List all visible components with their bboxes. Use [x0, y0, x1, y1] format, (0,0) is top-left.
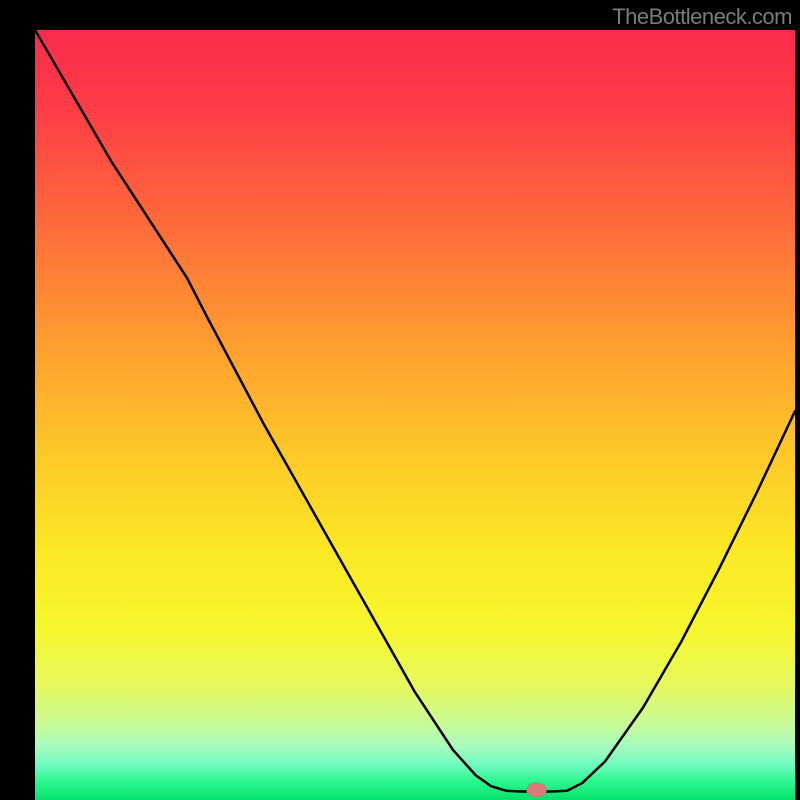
chart-container: TheBottleneck.com	[0, 0, 800, 800]
bottleneck-plot-svg	[0, 0, 800, 800]
optimal-point-marker	[527, 783, 547, 797]
watermark-text: TheBottleneck.com	[612, 4, 792, 30]
plot-background	[35, 30, 795, 800]
